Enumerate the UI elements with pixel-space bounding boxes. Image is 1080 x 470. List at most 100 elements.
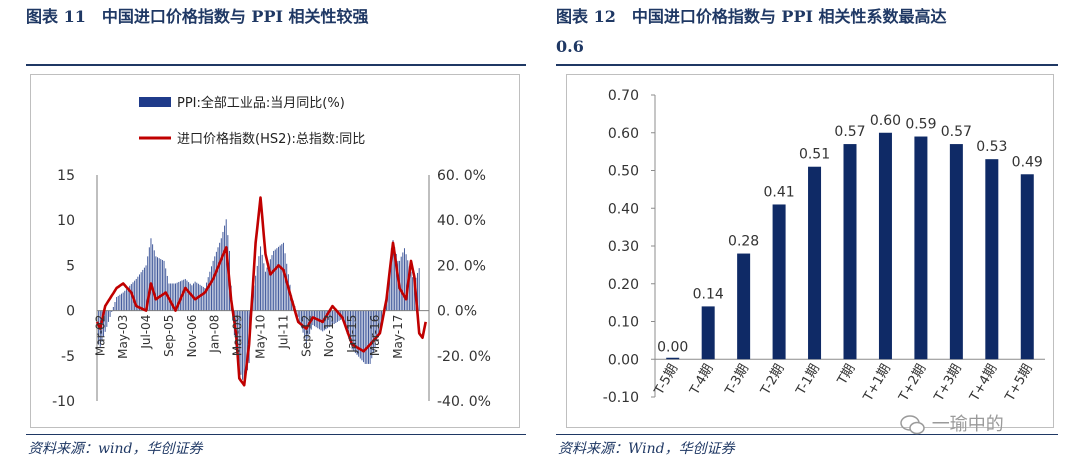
y-tick-label: 0.40 [608, 201, 639, 217]
x-category-label: T-4期 [687, 362, 717, 399]
y-tick-label: 0.00 [608, 352, 639, 368]
bar-value-label: 0.53 [976, 139, 1007, 155]
ppi-bar [256, 265, 258, 311]
y-tick-label: 0.20 [608, 277, 639, 293]
left-chart: PPI:全部工业品:当月同比(%) 进口价格指数(HS2):总指数:同比 15 10 5… [52, 95, 491, 410]
right-y-tick-label: 0. 0% [437, 304, 477, 320]
ppi-bar [243, 310, 245, 385]
ppi-bar [140, 272, 142, 311]
x-tick-label: May-03 [116, 315, 130, 359]
ppi-bar [175, 283, 176, 311]
x-category-label: T+1期 [860, 362, 894, 405]
left-chart-frame: PPI:全部工业品:当月同比(%) 进口价格指数(HS2):总指数:同比 15 10 5… [30, 74, 520, 428]
ppi-bar [358, 310, 360, 357]
ppi-bar [273, 250, 275, 311]
ppi-bar [153, 250, 155, 311]
wechat-icon [900, 415, 925, 435]
ppi-bar [176, 282, 178, 311]
bar-value-label: 0.57 [834, 124, 865, 140]
ppi-bar [413, 282, 415, 311]
y-tick-label: 0.30 [608, 239, 639, 255]
ppi-bar [371, 310, 373, 359]
right-chart-title-line2: 0.6 [556, 37, 584, 56]
ppi-bar [271, 255, 273, 311]
ppi-bar [147, 256, 149, 311]
ppi-bar [194, 281, 196, 311]
x-tick-label: Jul-04 [139, 315, 153, 350]
ppi-bar [297, 310, 299, 317]
ppi-bar [408, 266, 410, 311]
ppi-bar [170, 283, 172, 311]
right-bottom-rule [556, 434, 1058, 435]
y-tick-label: 0.10 [608, 315, 639, 331]
bar-value-label: 0.60 [870, 113, 901, 129]
ppi-bar [237, 310, 239, 365]
x-category-label: T-3期 [722, 362, 752, 399]
ppi-bar [412, 277, 414, 311]
ppi-bar [127, 287, 129, 311]
ppi-bar [418, 268, 420, 311]
ppi-bar [397, 260, 399, 311]
x-category-label: T-1期 [793, 362, 823, 399]
ppi-bar [332, 310, 333, 326]
ppi-bar [207, 277, 209, 311]
ppi-bar [242, 310, 244, 380]
ppi-bar [381, 310, 383, 324]
ppi-bar [104, 310, 106, 332]
ppi-bar [189, 283, 191, 311]
bar-value-label: 0.41 [764, 184, 795, 200]
ppi-bar [224, 225, 226, 311]
watermark-text: 一瑜中的 [931, 414, 1004, 435]
ppi-bar [143, 267, 145, 311]
ppi-bar [302, 310, 304, 333]
ppi-bar [372, 310, 374, 353]
ppi-bar [134, 280, 136, 311]
correlation-bar [985, 159, 999, 360]
ppi-bar [240, 310, 242, 375]
ppi-bar [215, 251, 217, 311]
ppi-bar [214, 256, 216, 311]
x-tick-label: Mar-09 [231, 315, 245, 356]
legend-line-label: 进口价格指数(HS2):总指数:同比 [177, 131, 365, 147]
correlation-bar [701, 306, 715, 360]
ppi-bar [287, 274, 289, 311]
ppi-bar [245, 310, 247, 378]
correlation-bar [1020, 174, 1034, 360]
bar-value-label: 0.14 [693, 286, 724, 302]
correlation-bar [878, 132, 892, 360]
left-y-tick-label: -10 [52, 394, 75, 410]
left-panel: 图表 11 中国进口价格指数与 PPI 相关性较强 PPI:全部工业品:当月同比… [0, 0, 530, 470]
correlation-bar [843, 144, 857, 360]
correlation-bar [666, 357, 680, 360]
ppi-bar [124, 290, 126, 311]
ppi-bar [155, 256, 157, 311]
bar-value-label: 0.59 [905, 117, 936, 133]
correlation-bar [914, 136, 928, 360]
ppi-bar [363, 310, 365, 363]
ppi-bar [178, 281, 180, 311]
ppi-bar [160, 259, 162, 311]
x-category-label: T-2期 [758, 362, 788, 399]
ppi-bar [201, 285, 203, 311]
ppi-bar [368, 310, 369, 364]
correlation-bar [949, 144, 963, 360]
ppi-bar [255, 275, 257, 311]
ppi-bar [279, 245, 281, 311]
left-y-tick-label: 0 [66, 304, 75, 320]
left-source-note: 资料来源：wind，华创证券 [28, 441, 203, 457]
x-category-label: T+2期 [896, 362, 930, 405]
ppi-bar [253, 285, 255, 311]
legend-bar-label: PPI:全部工业品:当月同比(%) [177, 95, 345, 111]
ppi-bar [163, 260, 165, 311]
ppi-bar [266, 267, 268, 311]
ppi-bar [353, 310, 355, 352]
ppi-bar [389, 265, 391, 311]
left-y-tick-label: 5 [66, 258, 75, 274]
right-y-tick-label: 60. 0% [437, 168, 486, 184]
ppi-bar [369, 310, 371, 364]
x-tick-label: Sep-12 [299, 315, 313, 357]
ppi-bar [327, 310, 329, 329]
ppi-bar [135, 278, 137, 311]
bar-value-label: 0.51 [799, 147, 830, 163]
ppi-bar [106, 310, 108, 327]
